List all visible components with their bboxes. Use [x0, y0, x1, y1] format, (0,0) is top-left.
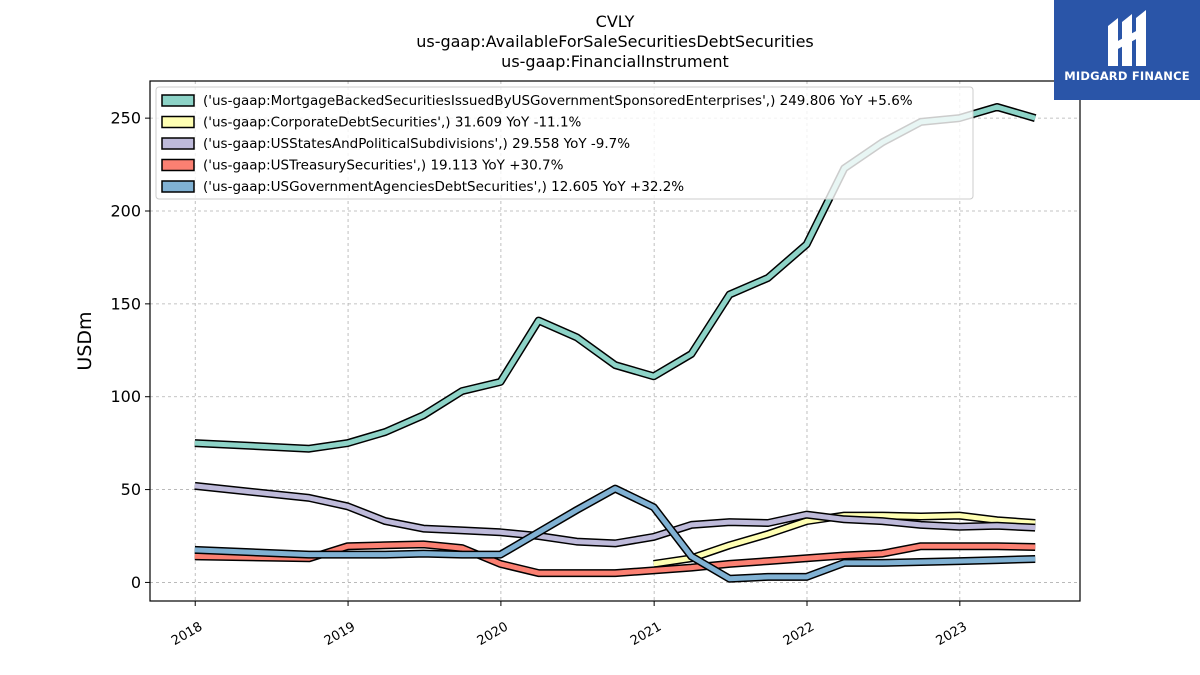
- x-tick-label: 2023: [934, 619, 970, 649]
- x-tick-label: 2018: [169, 619, 205, 649]
- plot-frame: [149, 80, 1081, 602]
- legend-swatch: [161, 115, 195, 129]
- y-tick-label: 150: [110, 294, 141, 313]
- x-axis: 2018 2019 2020 2021 2022 2023: [169, 601, 970, 649]
- chart-title-line: us-gaap:AvailableForSaleSecuritiesDebtSe…: [416, 32, 814, 51]
- chart-title-line: us-gaap:FinancialInstrument: [501, 52, 729, 71]
- x-tick-label: 2019: [322, 619, 358, 649]
- y-tick-label: 250: [110, 109, 141, 128]
- series-line-2: [194, 483, 1036, 546]
- legend-swatch: [161, 180, 195, 193]
- y-axis: 0 50 100 150 200 250: [110, 109, 150, 592]
- legend-swatch: [161, 94, 195, 107]
- legend-entry: ('us-gaap:USStatesAndPoliticalSubdivisio…: [203, 136, 630, 152]
- legend-entry: ('us-gaap:MortgageBackedSecuritiesIssued…: [203, 93, 913, 109]
- logo-mark-icon: [1108, 10, 1146, 66]
- y-axis-label: USDm: [74, 311, 96, 370]
- series-line-4: [194, 486, 1036, 582]
- legend-entry: ('us-gaap:USGovernmentAgenciesDebtSecuri…: [203, 179, 684, 195]
- chart-title-line: CVLY: [596, 12, 635, 31]
- legend-entry: ('us-gaap:CorporateDebtSecurities',) 31.…: [203, 115, 582, 131]
- x-tick-label: 2022: [781, 619, 817, 649]
- legend-swatch: [161, 158, 195, 172]
- legend-box: [155, 86, 974, 200]
- legend-entry: ('us-gaap:USTreasurySecurities',) 19.113…: [203, 158, 564, 174]
- series-lines: [194, 103, 1037, 583]
- x-tick-label: 2020: [475, 619, 511, 649]
- y-tick-label: 100: [110, 387, 141, 406]
- legend-swatch: [161, 137, 195, 150]
- chart-title: CVLYus-gaap:AvailableForSaleSecuritiesDe…: [416, 12, 814, 71]
- y-tick-label: 200: [110, 202, 141, 221]
- midgard-finance-logo: MIDGARD FINANCE: [1054, 0, 1200, 100]
- x-tick-label: 2021: [628, 619, 664, 649]
- y-tick-label: 0: [131, 573, 141, 592]
- series-line-3: [194, 541, 1036, 576]
- legend: ('us-gaap:MortgageBackedSecuritiesIssued…: [155, 86, 974, 200]
- y-tick-label: 50: [121, 480, 141, 499]
- logo-text: MIDGARD FINANCE: [1064, 69, 1190, 83]
